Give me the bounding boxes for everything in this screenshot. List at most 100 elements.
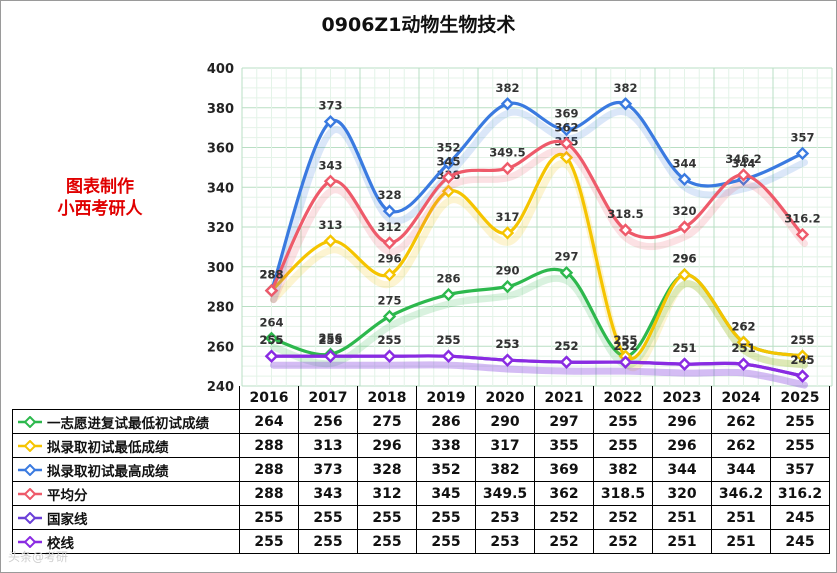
data-point [559,122,574,137]
table-cell: 262 [711,433,771,458]
table-cell: 362 [534,481,594,506]
data-label: 251 [672,341,696,355]
table-cell: 252 [534,529,594,554]
table-cell: 355 [534,433,594,458]
legend-key-marker [23,535,37,548]
data-point [500,279,515,294]
data-label: 288 [259,268,283,282]
data-label: 251 [731,341,755,355]
table-cell: 344 [711,457,771,482]
table-cell: 297 [534,409,594,434]
table-cell: 275 [357,409,417,434]
data-label: 312 [377,220,401,234]
data-point [264,331,279,345]
data-point [559,355,574,369]
table-cell: 290 [475,409,535,434]
table-corner [12,386,240,410]
table-cell: 255 [298,505,358,530]
data-label: 290 [495,264,519,278]
data-label: 251 [731,341,755,355]
data-point [264,283,279,298]
data-label: 369 [554,107,578,121]
legend-label: 平均分 [47,487,88,504]
data-label: 382 [613,81,637,95]
data-point [500,226,515,240]
table-cell: 286 [416,409,476,434]
table-cell: 349.5 [475,481,535,506]
legend-label: 校线 [47,535,74,552]
legend-key-icon [18,463,42,476]
table-cell: 288 [239,457,299,482]
table-cell: 255 [770,433,830,458]
watermark-line1: 图表制作 [66,177,134,197]
data-point [323,349,338,363]
legend-key-marker [23,415,37,428]
year-header: 2018 [357,386,417,410]
data-point [382,236,397,250]
data-label: 262 [731,319,755,333]
table-cell: 317 [475,433,535,458]
data-point [795,227,810,242]
table-cell: 373 [298,457,358,482]
data-point [441,170,456,185]
table-cell: 296 [357,433,417,458]
table-cell: 255 [416,505,476,530]
data-label: 255 [377,333,401,347]
y-tick-label: 360 [207,142,234,157]
legend-label: 拟录取初试最低成绩 [47,439,169,456]
data-label: 316.2 [784,212,820,226]
data-point [677,172,692,186]
data-label: 252 [613,339,637,353]
y-tick-label: 280 [207,301,234,316]
legend-label: 拟录取初试最高成绩 [47,463,169,480]
table-row: 一志愿进复试最低初试成绩 264 256 275 286 290 297 255 296 262 2… [12,409,830,434]
year-header: 2023 [652,386,712,410]
year-header: 2022 [593,386,653,410]
data-point [323,174,338,188]
chart-title: 0906Z1动物生物技术 [321,14,516,36]
data-point [559,266,574,280]
table-cell: 344 [652,457,712,482]
y-tick-label: 320 [207,221,234,236]
series-3: 288 343 312 345 349.5 362 318.5 320 346.2 316.2 [259,121,821,304]
table-cell: 288 [239,481,299,506]
table-cell: 312 [357,481,417,506]
table-cell: 245 [770,529,830,554]
legend-key-marker [23,439,37,452]
data-point [500,353,515,367]
data-label: 255 [318,333,342,347]
data-point [677,357,692,371]
data-label: 382 [495,81,519,95]
data-point [559,150,574,165]
series-shadow [270,361,808,389]
table-cell: 352 [416,457,476,482]
legend-key-marker [23,463,37,476]
table-cell: 255 [298,529,358,554]
data-label: 352 [436,140,460,154]
data-point [441,287,456,302]
table-cell: 296 [652,409,712,434]
table-cell: 320 [652,481,712,506]
table-cell: 255 [239,505,299,530]
watermark-line2: 小西考研人 [57,199,143,219]
author-watermark: 图表制作 小西考研人 [40,176,160,220]
data-label: 357 [790,130,814,144]
series-shadow [270,274,808,369]
data-label: 252 [554,339,578,353]
data-label: 318.5 [607,207,643,221]
legend-label: 一志愿进复试最低初试成绩 [47,415,209,432]
table-cell: 251 [652,505,712,530]
table-row: 平均分 288 343 312 345 349.5 362 318.5 320 346.2 316.… [12,481,830,506]
data-point [500,97,515,111]
table-cell: 255 [357,529,417,554]
data-table: 2016 2017 2018 2019 2020 2021 2022 2023 2024 2025… [12,386,830,554]
table-cell: 255 [593,433,653,458]
table-cell: 251 [652,529,712,554]
data-label: 345 [436,154,460,168]
table-row: 拟录取初试最高成绩 288 373 328 352 382 369 382 344 344 357 [12,457,830,482]
table-cell: 245 [770,505,830,530]
table-cell: 382 [475,457,535,482]
table-cell: 338 [416,433,476,458]
data-label: 344 [672,156,696,170]
